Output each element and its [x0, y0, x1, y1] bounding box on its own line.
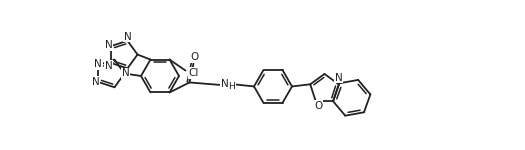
Text: N: N	[105, 61, 113, 70]
Text: N: N	[122, 69, 129, 78]
Text: H: H	[228, 82, 235, 91]
Text: N: N	[335, 73, 343, 83]
Text: O: O	[191, 52, 198, 62]
Text: N: N	[94, 59, 102, 69]
Text: N: N	[92, 77, 100, 87]
Text: O: O	[314, 101, 322, 111]
Text: N: N	[220, 80, 228, 89]
Text: Cl: Cl	[189, 68, 199, 78]
Text: N: N	[105, 40, 113, 50]
Text: N: N	[123, 32, 131, 42]
